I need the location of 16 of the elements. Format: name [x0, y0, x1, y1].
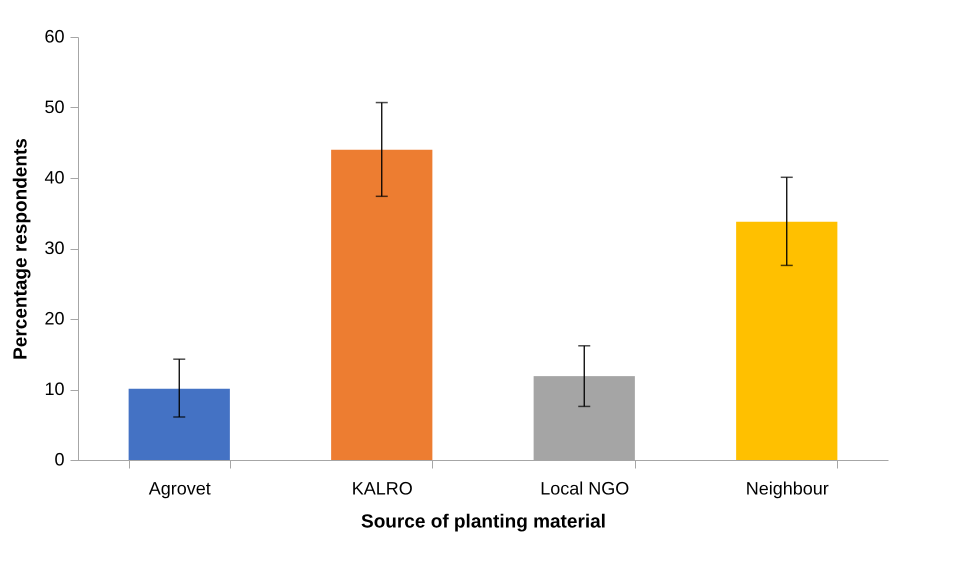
y-tick-label: 10 [44, 379, 64, 399]
bar [736, 222, 838, 460]
y-tick-label: 20 [44, 308, 64, 328]
x-tick-label: Local NGO [540, 478, 630, 498]
x-tick-label: KALRO [352, 478, 413, 498]
bar [128, 388, 230, 460]
bar [331, 150, 432, 460]
x-tick-label: Neighbour [746, 478, 829, 498]
y-tick-label: 50 [44, 97, 64, 117]
y-axis-title: Percentage respondents [10, 138, 32, 360]
y-tick-label: 40 [44, 168, 64, 188]
x-axis-title: Source of planting material [361, 512, 606, 532]
y-tick-label: 60 [44, 26, 64, 46]
y-tick-label: 0 [54, 450, 64, 470]
y-tick-label: 30 [44, 238, 64, 258]
x-tick-label: Agrovet [148, 478, 211, 498]
